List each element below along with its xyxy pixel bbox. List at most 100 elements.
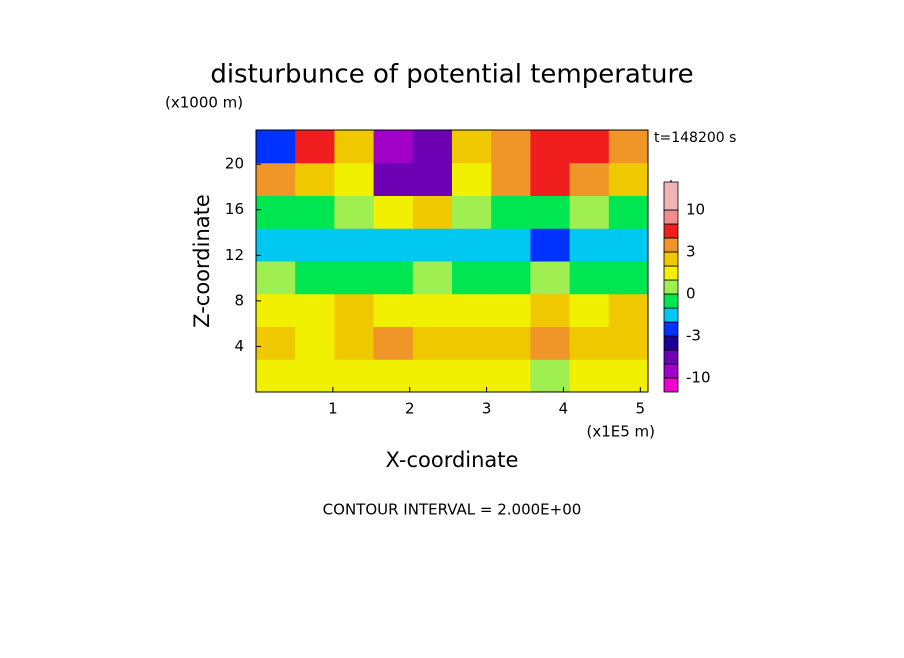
contour-cell — [373, 326, 414, 360]
contour-cell — [412, 261, 453, 295]
x-axis-label: X-coordinate — [386, 448, 519, 472]
contour-cell — [295, 326, 335, 360]
x-unit-label: (x1E5 m) — [586, 423, 655, 441]
y-tick-label: 16 — [225, 200, 244, 218]
contour-cell — [256, 359, 296, 393]
contour-cell — [608, 293, 649, 327]
colorbar-box — [663, 335, 679, 351]
contour-cell — [373, 359, 414, 393]
colorbar-label: -3 — [686, 327, 701, 345]
contour-cell — [295, 228, 335, 262]
x-tick-label: 5 — [636, 400, 646, 418]
contour-cell — [569, 261, 610, 295]
contour-cell — [256, 130, 296, 164]
contour-cell — [373, 195, 414, 229]
contour-cell — [334, 195, 375, 229]
x-tick-label: 4 — [559, 400, 569, 418]
contour-cell — [412, 228, 453, 262]
contour-cell — [295, 261, 335, 295]
colorbar-box — [663, 181, 679, 211]
contour-cell — [334, 228, 375, 262]
colorbar-box — [663, 279, 679, 295]
colorbar-box — [663, 349, 679, 365]
contour-cell — [334, 326, 375, 360]
contour-cell — [491, 261, 531, 295]
y-tick-label: 12 — [225, 246, 244, 264]
contour-cell — [334, 162, 375, 196]
contour-cell — [491, 359, 531, 393]
contour-cell — [295, 359, 335, 393]
contour-cell — [569, 195, 610, 229]
colorbar-box — [663, 321, 679, 337]
contour-cell — [295, 130, 335, 164]
contour-cell — [452, 293, 492, 327]
colorbar-label: 10 — [686, 201, 705, 219]
x-tick-label: 2 — [405, 400, 415, 418]
contour-cell — [491, 326, 531, 360]
contour-cell — [334, 261, 375, 295]
contour-cell — [256, 162, 296, 196]
colorbar-box — [663, 209, 679, 225]
contour-cell — [569, 359, 610, 393]
colorbar-label: 3 — [686, 243, 696, 261]
contour-cell — [334, 359, 375, 393]
contour-cell — [569, 326, 610, 360]
colorbar-box — [663, 237, 679, 253]
contour-cell — [295, 293, 335, 327]
contour-cell — [530, 359, 571, 393]
contour-cell — [334, 130, 375, 164]
contour-cell — [452, 195, 492, 229]
contour-cell — [373, 228, 414, 262]
contour-cell — [452, 326, 492, 360]
contour-cell — [608, 261, 649, 295]
contour-cell — [491, 228, 531, 262]
contour-cell — [256, 261, 296, 295]
x-tick-label: 1 — [328, 400, 338, 418]
colorbar-box — [663, 251, 679, 267]
contour-cell — [295, 195, 335, 229]
contour-cell — [491, 195, 531, 229]
contour-cell — [256, 293, 296, 327]
contour-cell — [530, 195, 571, 229]
contour-cell — [412, 162, 453, 196]
colorbar-box — [663, 307, 679, 323]
colorbar-box — [663, 377, 679, 393]
contour-cell — [530, 162, 571, 196]
contour-cell — [373, 293, 414, 327]
contour-cell — [256, 326, 296, 360]
colorbar-label: 0 — [686, 285, 696, 303]
contour-cell — [491, 130, 531, 164]
contour-cell — [569, 293, 610, 327]
contour-cell — [452, 261, 492, 295]
colorbar-box — [663, 223, 679, 239]
contour-cell — [334, 293, 375, 327]
contour-cell — [608, 228, 649, 262]
contour-cell — [608, 359, 649, 393]
y-tick-label: 4 — [234, 337, 244, 355]
contour-cell — [569, 228, 610, 262]
contour-cell — [295, 162, 335, 196]
contour-cell — [452, 228, 492, 262]
contour-cell — [412, 359, 453, 393]
contour-cell — [373, 162, 414, 196]
contour-cell — [373, 261, 414, 295]
colorbar-box — [663, 363, 679, 379]
contour-cell — [256, 228, 296, 262]
footer: CONTOUR INTERVAL = 2.000E+00 — [323, 501, 582, 519]
contour-cell — [608, 195, 649, 229]
contour-cell — [491, 293, 531, 327]
time-label: t=148200 s — [654, 130, 736, 146]
y-unit-label: (x1000 m) — [165, 94, 243, 112]
contour-cell — [569, 130, 610, 164]
contour-cell — [608, 326, 649, 360]
colorbar-label: -10 — [686, 369, 711, 387]
contour-cell — [452, 359, 492, 393]
contour-cell — [608, 162, 649, 196]
contour-cell — [569, 162, 610, 196]
contour-cell — [373, 130, 414, 164]
contour-cell — [491, 162, 531, 196]
contour-cell — [256, 195, 296, 229]
colorbar-box — [663, 293, 679, 309]
x-tick-label: 3 — [482, 400, 492, 418]
